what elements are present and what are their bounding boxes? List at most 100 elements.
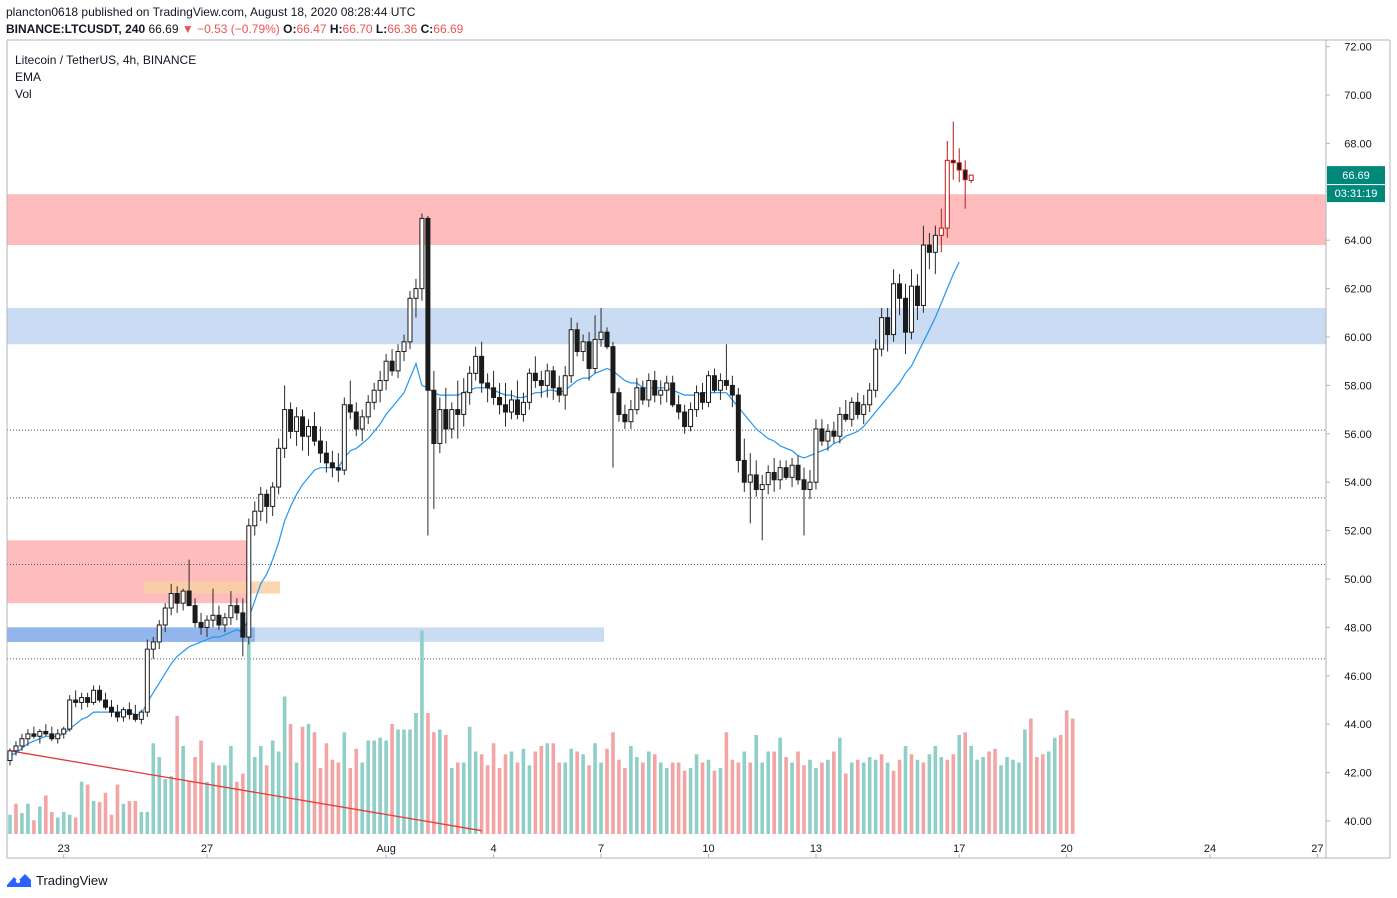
candle: [729, 375, 735, 408]
candle: [676, 395, 682, 420]
candle: [849, 397, 855, 427]
h-label: H:: [329, 22, 343, 36]
candle-body: [294, 416, 300, 432]
volume-bar: [449, 768, 454, 834]
candle: [300, 409, 306, 451]
candle-body: [407, 297, 413, 343]
candle: [168, 583, 174, 616]
volume-bar: [115, 784, 120, 834]
candle: [885, 307, 891, 352]
candle-body: [920, 244, 926, 307]
candle-body: [210, 614, 216, 621]
volume-bar: [987, 751, 991, 834]
candle: [216, 605, 222, 630]
candle: [956, 148, 962, 183]
legend-vol[interactable]: Vol: [15, 87, 32, 101]
volume-bar: [348, 768, 353, 834]
axes: 72.0070.0068.0066.0064.0062.0060.0058.00…: [6, 39, 1391, 859]
candle: [282, 385, 288, 458]
volume-bar: [772, 751, 776, 834]
candle-body: [640, 387, 646, 401]
y-tick-label: 58.00: [1344, 380, 1372, 392]
candle-body: [705, 375, 711, 403]
volume-bar: [330, 759, 335, 834]
volume-bar: [569, 748, 573, 834]
candle: [228, 591, 234, 625]
candle: [419, 213, 425, 301]
candle-body: [479, 355, 485, 384]
candle-body: [449, 409, 455, 430]
volume-bar: [270, 740, 275, 834]
volume-bar: [724, 732, 729, 834]
candle-body: [413, 288, 419, 299]
candle: [831, 421, 837, 444]
volume-bar: [91, 801, 96, 834]
volume-bar: [354, 748, 359, 834]
volume-bar: [820, 762, 824, 834]
volume-bar: [252, 757, 257, 834]
candle-body: [956, 162, 962, 171]
candle: [132, 704, 138, 722]
candle-body: [246, 525, 252, 638]
candle: [270, 482, 276, 517]
y-tick-label: 68.00: [1344, 138, 1372, 150]
candle-body: [580, 341, 586, 353]
candle: [520, 392, 526, 422]
candle: [670, 375, 676, 408]
candle-body: [897, 283, 903, 299]
volume-bar: [646, 751, 651, 834]
candle: [55, 729, 61, 744]
volume-bar: [402, 729, 406, 834]
candle: [873, 339, 879, 398]
volume-bar: [420, 630, 424, 834]
tradingview-logo[interactable]: TradingView: [6, 872, 108, 888]
candle-body: [329, 462, 335, 469]
candle: [855, 392, 861, 420]
volume-bar: [109, 814, 114, 834]
candle-body: [622, 413, 628, 423]
volume-bar: [264, 765, 269, 834]
candle: [664, 375, 670, 403]
candle: [252, 501, 258, 536]
candle: [491, 370, 497, 405]
volume-bar: [515, 762, 520, 834]
volume-bar: [378, 737, 382, 834]
candle: [162, 603, 168, 633]
candle: [908, 269, 914, 340]
candle: [198, 612, 204, 635]
volume-bar: [509, 751, 514, 834]
y-tick-label: 46.00: [1344, 671, 1372, 683]
legend-ema[interactable]: EMA: [15, 70, 42, 84]
candle: [395, 344, 401, 379]
volume-bar: [802, 765, 806, 834]
volume-bar: [623, 768, 627, 834]
candle: [19, 733, 25, 751]
symbol[interactable]: BINANCE:LTCUSDT, 240: [6, 22, 146, 36]
candle: [879, 307, 885, 357]
volume-bar: [55, 817, 60, 834]
legend-title[interactable]: Litecoin / TetherUS, 4h, BINANCE: [15, 53, 197, 67]
volume-bar: [670, 762, 675, 834]
volume-bar: [658, 762, 663, 834]
candle: [640, 380, 646, 405]
volume-bar: [688, 768, 693, 834]
support-zone-top: [7, 307, 1326, 345]
volume-bar: [826, 759, 830, 834]
candle-body: [288, 409, 294, 432]
candle: [891, 269, 897, 342]
candle: [204, 615, 210, 638]
candle-body: [610, 346, 616, 394]
candle: [461, 378, 467, 427]
candle: [359, 409, 365, 442]
candle: [610, 341, 616, 468]
c-label: C:: [420, 22, 434, 36]
candle-body: [443, 409, 449, 430]
candle-body: [526, 372, 532, 403]
volume-bar: [205, 781, 209, 834]
volume-bar: [951, 754, 956, 834]
candle-body: [150, 641, 156, 650]
candle: [156, 620, 162, 650]
candle: [604, 327, 610, 350]
candle: [938, 208, 944, 253]
